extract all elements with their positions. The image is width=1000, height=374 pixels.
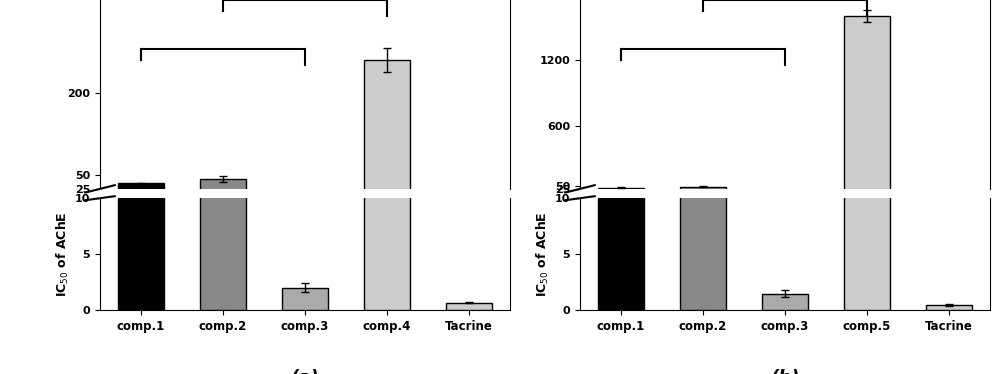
Bar: [364, 60, 410, 203]
Y-axis label: IC$_{50}$ of AChE: IC$_{50}$ of AChE: [535, 212, 551, 297]
Bar: [598, 187, 644, 191]
Bar: [282, 288, 328, 310]
Bar: [118, 183, 164, 203]
Bar: [282, 202, 328, 203]
Text: (b): (b): [770, 369, 800, 374]
Bar: [200, 0, 246, 310]
Text: (a): (a): [291, 369, 319, 374]
Bar: [364, 0, 410, 310]
Bar: [680, 0, 726, 310]
Bar: [926, 305, 972, 310]
Bar: [680, 187, 726, 191]
Bar: [762, 294, 808, 310]
Bar: [200, 179, 246, 203]
Bar: [844, 0, 890, 310]
Bar: [118, 0, 164, 310]
Bar: [598, 0, 644, 310]
Bar: [446, 303, 492, 310]
Bar: [844, 16, 890, 191]
Bar: [446, 202, 492, 203]
Y-axis label: IC$_{50}$ of AChE: IC$_{50}$ of AChE: [55, 212, 71, 297]
